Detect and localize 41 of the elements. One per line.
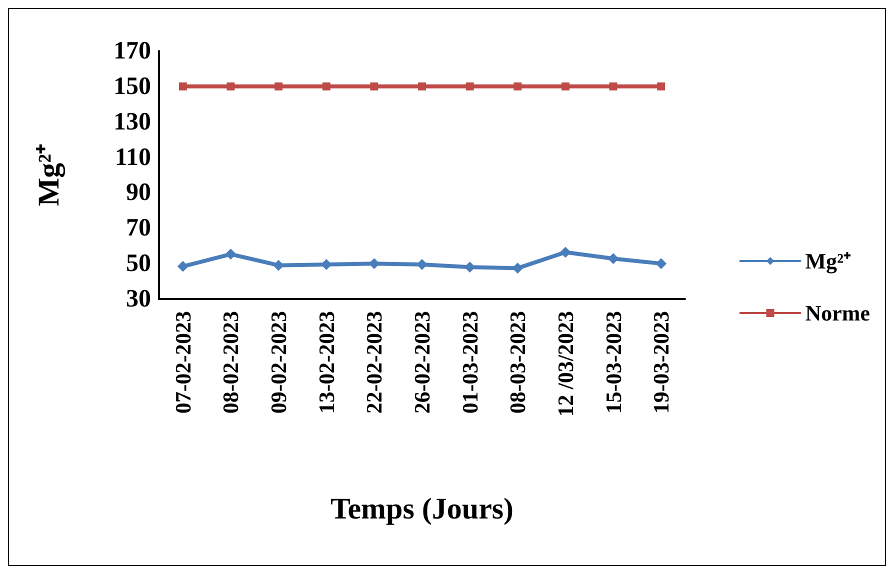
x-tick-label: 07-02-2023 <box>170 311 196 414</box>
point <box>416 258 428 270</box>
x-tick-label: 12 /03/2023 <box>552 311 578 417</box>
point <box>225 248 236 260</box>
point <box>657 82 666 90</box>
x-tick-label: 22-02-2023 <box>362 311 387 414</box>
legend-label: Norme <box>805 300 870 326</box>
point <box>274 82 283 90</box>
point <box>656 258 667 270</box>
x-tick-label: 01-03-2023 <box>457 311 482 414</box>
point <box>608 253 619 264</box>
point <box>561 82 570 90</box>
point <box>560 246 571 258</box>
y-tick-label: 170 <box>114 38 151 64</box>
point <box>609 82 618 90</box>
y-tick-label: 70 <box>126 214 151 242</box>
y-axis-title: Mg²⁺ <box>32 144 66 206</box>
x-tick-label: 08-03-2023 <box>505 311 530 414</box>
legend-label: Mg²⁺ <box>805 248 852 274</box>
y-tick-label: 130 <box>114 108 151 136</box>
x-tick-label: 15-03-2023 <box>600 311 626 414</box>
y-tick-label: 150 <box>114 72 151 100</box>
x-tick-label: 19-03-2023 <box>648 311 674 414</box>
y-tick-label: 50 <box>126 250 151 278</box>
x-tick-label: 09-02-2023 <box>266 311 292 414</box>
x-tick-label: 26-02-2023 <box>410 311 434 414</box>
x-tick-label: 08-02-2023 <box>218 311 244 414</box>
point <box>322 82 330 90</box>
point <box>177 260 188 272</box>
point <box>178 82 187 90</box>
point <box>226 82 235 90</box>
y-tick-label: 110 <box>114 144 151 171</box>
point <box>418 82 426 90</box>
y-tick-label: 90 <box>126 179 151 206</box>
point <box>464 262 476 273</box>
x-axis-title: Temps (Jours) <box>330 492 514 526</box>
x-tick-label: 13-02-2023 <box>314 311 339 414</box>
point <box>466 82 474 90</box>
point <box>514 82 522 90</box>
y-tick-label: 30 <box>126 286 151 312</box>
point <box>370 82 378 90</box>
